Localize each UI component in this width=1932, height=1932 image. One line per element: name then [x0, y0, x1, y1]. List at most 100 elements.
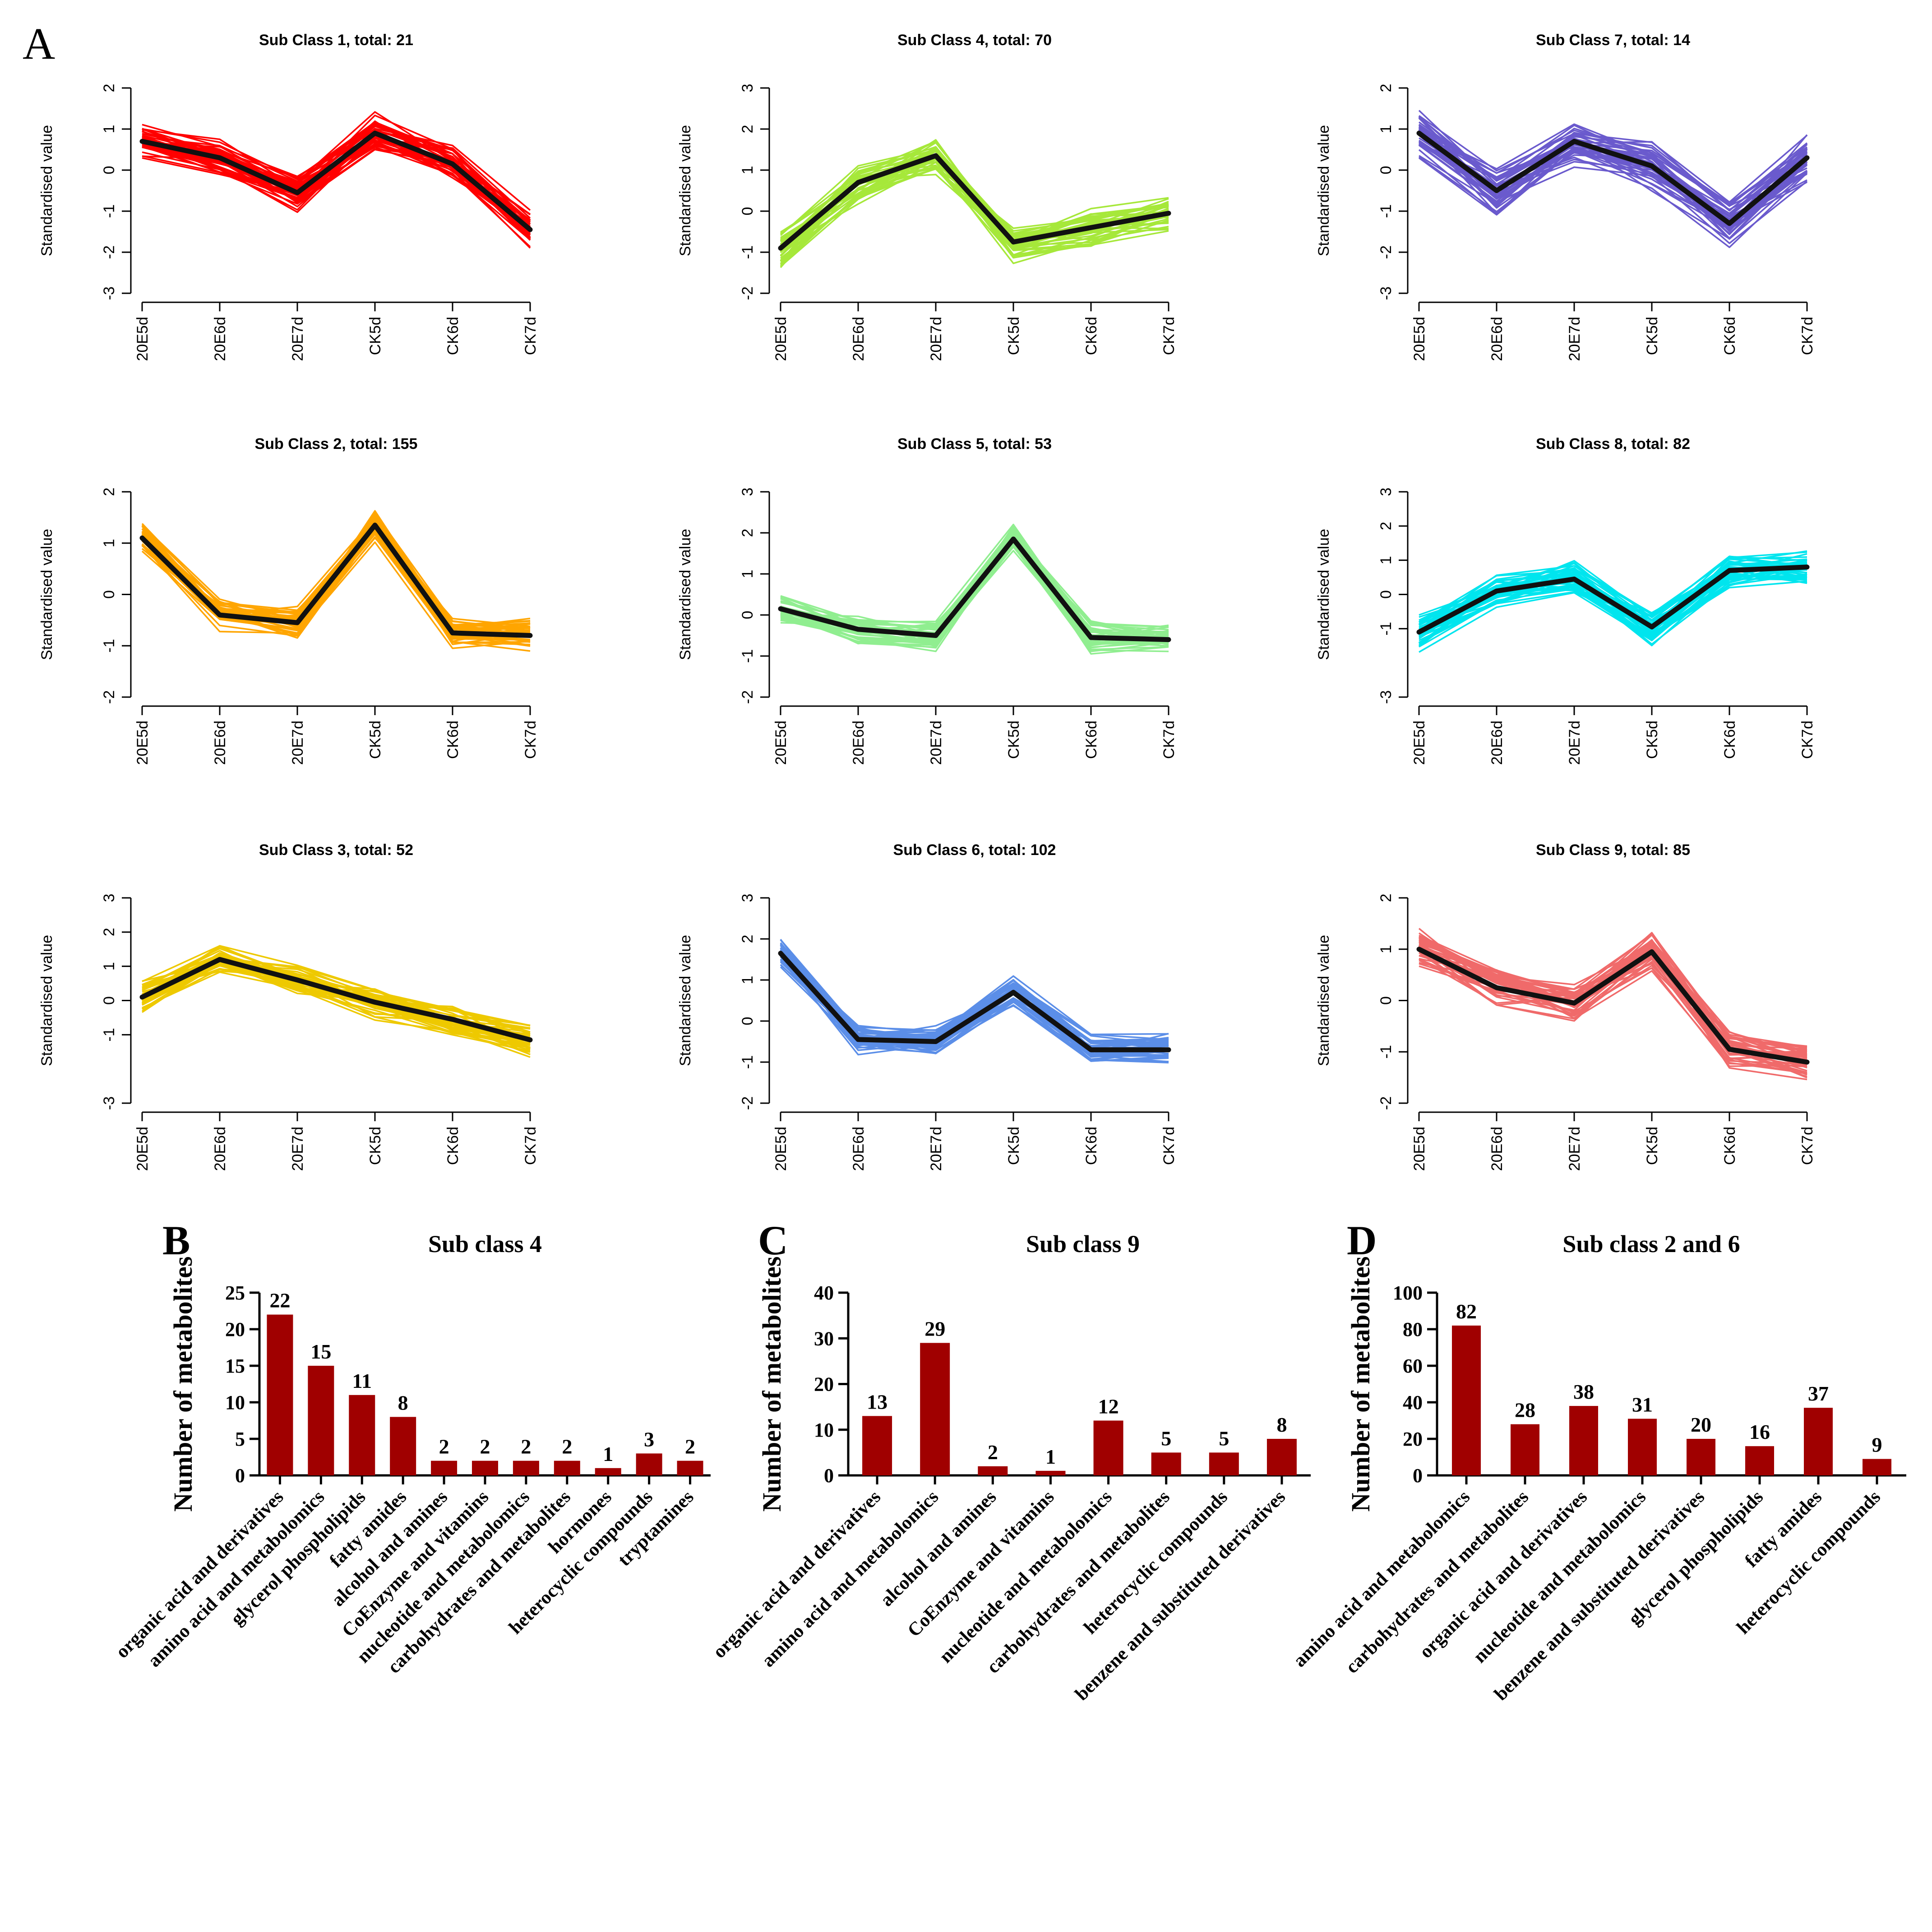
- bar-value-label: 13: [867, 1390, 887, 1413]
- x-tick-label: CK5d: [1005, 317, 1022, 355]
- member-profile-line: [1419, 558, 1807, 636]
- y-tick-label: 2: [101, 84, 118, 92]
- y-tick-label: 20: [1403, 1428, 1423, 1450]
- member-profile-line: [780, 951, 1169, 1052]
- y-tick-label: 1: [739, 976, 756, 984]
- bar: [1804, 1408, 1833, 1475]
- x-tick-label: CK7d: [1799, 721, 1816, 759]
- bar: [308, 1366, 334, 1475]
- member-profile-line: [1418, 115, 1808, 203]
- y-tick-label: -2: [739, 1096, 756, 1110]
- bar: [390, 1417, 416, 1475]
- chart-title: Sub Class 2, total: 155: [255, 435, 418, 453]
- x-tick-label: benzene and substituted derivatives: [1490, 1487, 1709, 1705]
- x-tick-label: CK6d: [444, 721, 462, 759]
- y-tick-label: 1: [739, 570, 756, 578]
- bar-value-label: 1: [1045, 1445, 1056, 1468]
- charts-layer: Sub Class 1, total: 21 Standardised value…: [38, 32, 1906, 1705]
- bar-value-label: 22: [269, 1289, 290, 1312]
- y-tick-label: 2: [739, 125, 756, 134]
- y-tick-label: 0: [101, 996, 118, 1005]
- bar-value-label: 29: [924, 1317, 945, 1340]
- chart-title: Sub Class 7, total: 14: [1536, 32, 1690, 49]
- x-tick-label: 20E6d: [212, 721, 229, 765]
- y-tick-label: -1: [1377, 622, 1395, 635]
- x-tick-label: 20E7d: [928, 721, 945, 765]
- panel-label-c: C: [758, 1217, 788, 1263]
- bar-value-label: 11: [352, 1369, 372, 1392]
- line-chart-6: Sub Class 8, total: 82 Standardised value…: [1315, 435, 1816, 765]
- y-tick-label: 80: [1403, 1318, 1423, 1340]
- y-tick-label: -3: [101, 1096, 118, 1110]
- member-profile-line: [780, 157, 1169, 257]
- mean-profile-line: [1416, 564, 1810, 635]
- bar: [1151, 1452, 1181, 1475]
- x-tick-label: CK6d: [1721, 721, 1738, 759]
- y-axis-label: Standardised value: [677, 529, 694, 660]
- chart-title: Sub Class 5, total: 53: [897, 435, 1052, 453]
- line-chart-5: Sub Class 5, total: 53 Standardised value…: [677, 435, 1178, 765]
- bar: [267, 1314, 293, 1475]
- x-tick-label: 20E6d: [212, 1127, 229, 1171]
- y-tick-label: -1: [101, 639, 118, 652]
- y-tick-label: 0: [824, 1465, 834, 1487]
- chart-title: Sub Class 3, total: 52: [259, 841, 413, 859]
- y-axis-label: Number of metabolites: [168, 1257, 198, 1512]
- bar-value-label: 1: [603, 1442, 613, 1465]
- member-profile-line: [141, 518, 531, 629]
- bar-value-label: 9: [1872, 1433, 1882, 1456]
- member-profile-line: [780, 162, 1169, 264]
- x-tick-label: CK5d: [367, 317, 384, 355]
- y-tick-label: 40: [1403, 1391, 1423, 1414]
- chart-title: Sub class 2 and 6: [1562, 1230, 1740, 1257]
- x-tick-label: 20E7d: [289, 317, 306, 361]
- x-tick-label: CK5d: [1644, 1127, 1661, 1165]
- member-profile-line: [780, 541, 1169, 646]
- y-tick-label: -1: [101, 204, 118, 218]
- bar-value-label: 3: [644, 1428, 654, 1451]
- member-profile-line: [1419, 132, 1808, 248]
- bar: [431, 1461, 458, 1475]
- x-tick-label: CK5d: [367, 721, 384, 759]
- bar: [1209, 1452, 1239, 1475]
- y-tick-label: -2: [739, 690, 756, 704]
- bar: [513, 1461, 539, 1475]
- y-axis-label: Standardised value: [38, 935, 55, 1066]
- chart-title: Sub class 4: [428, 1230, 542, 1257]
- y-tick-label: 0: [739, 1017, 756, 1026]
- bar-value-label: 2: [685, 1435, 695, 1458]
- member-profile-line: [780, 956, 1169, 1046]
- y-tick-label: -3: [101, 287, 118, 300]
- y-tick-label: -2: [1377, 245, 1395, 259]
- member-profile-line: [780, 953, 1169, 1048]
- member-profile-line: [780, 952, 1169, 1049]
- member-profile-line: [142, 963, 531, 1035]
- y-tick-label: 0: [739, 207, 756, 216]
- member-profile-line: [1419, 937, 1807, 1062]
- y-axis-label: Standardised value: [1315, 529, 1332, 660]
- y-tick-label: 5: [235, 1428, 245, 1450]
- x-tick-label: 20E5d: [1411, 1127, 1428, 1171]
- bar: [1628, 1419, 1657, 1475]
- x-tick-label: CK7d: [1799, 317, 1816, 355]
- x-tick-label: 20E5d: [772, 721, 790, 765]
- x-tick-label: CK7d: [1160, 317, 1178, 355]
- x-tick-label: 20E7d: [1566, 317, 1583, 361]
- bar: [1569, 1406, 1598, 1475]
- y-axis-label: Standardised value: [677, 125, 694, 256]
- bar: [1452, 1325, 1481, 1475]
- x-tick-label: CK6d: [1721, 317, 1738, 355]
- bar-value-label: 31: [1632, 1393, 1653, 1416]
- line-chart-7: Sub Class 3, total: 52 Standardised value…: [38, 841, 539, 1171]
- y-tick-label: -1: [1377, 204, 1395, 218]
- x-tick-label: 20E6d: [850, 1127, 867, 1171]
- x-tick-label: CK7d: [522, 1127, 539, 1165]
- bar-value-label: 8: [398, 1391, 408, 1414]
- y-tick-label: -3: [1377, 287, 1395, 300]
- mean-profile-line: [139, 522, 533, 638]
- x-tick-label: CK6d: [1083, 721, 1100, 759]
- y-tick-label: 0: [1377, 996, 1395, 1005]
- x-tick-label: organic acid and derivatives: [112, 1487, 288, 1663]
- y-tick-label: 0: [235, 1465, 245, 1487]
